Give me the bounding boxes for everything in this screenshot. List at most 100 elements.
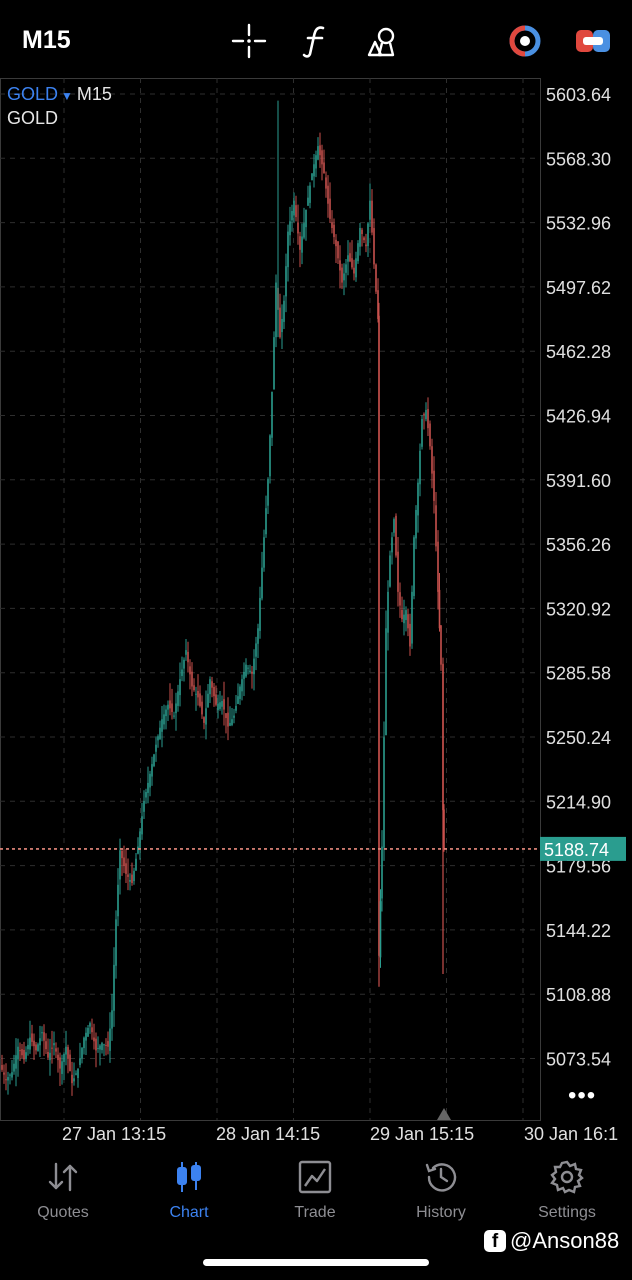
candle-body <box>279 307 281 338</box>
candle-body <box>227 712 229 727</box>
dropdown-triangle-icon[interactable]: ▼ <box>61 89 73 103</box>
price-axis-label: 5108.88 <box>546 985 611 1005</box>
candle-body <box>183 659 185 669</box>
indicators-icon[interactable] <box>297 22 335 60</box>
candle-body <box>263 537 265 568</box>
candle-body <box>119 850 121 880</box>
candle-body <box>397 551 399 592</box>
candle-body <box>27 1044 29 1050</box>
candle-body <box>215 694 217 705</box>
candle-body <box>51 1047 53 1049</box>
candle-body <box>79 1058 81 1065</box>
candle-body <box>325 177 327 189</box>
candle-body <box>191 671 193 687</box>
candle-body <box>225 713 227 719</box>
nav-chart[interactable]: Chart <box>134 1160 244 1230</box>
candle-body <box>59 1057 61 1069</box>
candle-body <box>385 628 387 736</box>
more-options-icon[interactable]: ••• <box>568 1082 597 1109</box>
candle-body <box>409 623 411 647</box>
price-chart[interactable]: 5603.64 5568.30 5532.96 5497.62 5462.28 5426.… <box>0 78 632 1160</box>
candle-body <box>438 589 441 629</box>
candle-body <box>203 717 205 723</box>
candle-body <box>15 1055 17 1069</box>
candle-body <box>353 267 355 274</box>
candle-body <box>219 702 221 709</box>
candle-body <box>177 691 179 706</box>
candle-body <box>195 693 197 695</box>
chart-icon <box>177 1162 201 1192</box>
candle-body <box>127 874 129 877</box>
candle-body <box>369 200 371 220</box>
candle-body <box>147 782 149 793</box>
nav-settings[interactable]: Settings <box>512 1160 622 1230</box>
candle-body <box>151 764 153 777</box>
symbol-timeframe: M15 <box>76 84 112 104</box>
candle-body <box>337 241 339 259</box>
candle-body <box>307 197 309 206</box>
candle-body <box>11 1072 13 1078</box>
candle-body <box>377 290 379 319</box>
candle-body <box>149 773 151 788</box>
time-axis-label: 29 Jan 15:15 <box>370 1124 474 1144</box>
candle-body <box>285 266 287 297</box>
candle-body <box>289 221 291 236</box>
price-axis-label: 5214.90 <box>546 792 611 812</box>
quotes-icon <box>48 1162 78 1192</box>
candle-body <box>13 1063 15 1072</box>
candle-body <box>237 696 239 704</box>
candle-body <box>171 703 173 712</box>
candle-body <box>173 715 175 717</box>
candlestick-chart[interactable]: 5603.64 5568.30 5532.96 5497.62 5462.28 5426.… <box>0 78 632 1160</box>
watermark-handle: @Anson88 <box>510 1228 620 1253</box>
candle-body <box>275 282 277 338</box>
candle-body <box>217 703 219 711</box>
candle-body <box>139 831 141 848</box>
crosshair-icon[interactable] <box>230 22 268 60</box>
candle-body <box>339 260 341 271</box>
nav-trade[interactable]: Trade <box>260 1160 370 1230</box>
candle-body <box>331 222 333 228</box>
candle-body <box>411 591 413 644</box>
one-click-trading-icon[interactable] <box>574 22 612 60</box>
candle-body <box>287 231 289 268</box>
candle-body <box>303 223 305 238</box>
candle-body <box>413 537 415 596</box>
candle-body <box>443 809 445 849</box>
symbol-name[interactable]: GOLD <box>7 84 59 104</box>
candle-body <box>343 273 345 281</box>
candle-body <box>31 1033 33 1042</box>
candle-body <box>91 1027 93 1033</box>
candle-body <box>39 1038 41 1046</box>
objects-icon[interactable] <box>364 22 402 60</box>
candle-body <box>161 719 163 732</box>
candle-body <box>21 1049 23 1056</box>
nav-history-label: History <box>416 1204 466 1221</box>
candle-body <box>415 510 417 539</box>
history-icon <box>425 1163 457 1192</box>
candle-body <box>49 1052 51 1061</box>
current-price-tag <box>540 836 626 861</box>
time-axis-label: 27 Jan 13:15 <box>62 1124 166 1144</box>
trade-panel-icon[interactable] <box>506 22 544 60</box>
candle-body <box>351 258 353 268</box>
home-indicator <box>203 1259 429 1266</box>
candle-body <box>23 1049 25 1060</box>
candle-body <box>167 704 169 710</box>
candle-body <box>35 1044 37 1051</box>
nav-history[interactable]: History <box>386 1160 496 1230</box>
nav-quotes-label: Quotes <box>37 1204 89 1221</box>
candle-body <box>169 700 171 709</box>
symbol-selector[interactable]: GOLD ▼ M15 <box>7 84 112 105</box>
timeframe-button[interactable]: M15 <box>22 26 71 54</box>
candle-body <box>321 150 323 165</box>
candle-body <box>93 1037 95 1042</box>
last-bar-marker-icon <box>437 1108 451 1120</box>
candle-body <box>305 209 307 228</box>
nav-quotes[interactable]: Quotes <box>8 1160 118 1230</box>
candle-body <box>253 658 255 675</box>
candle-body <box>243 671 245 679</box>
time-axis-label: 30 Jan 16:1 <box>524 1124 618 1144</box>
price-axis-label: 5179.56 <box>546 857 611 877</box>
candle-body <box>181 669 183 677</box>
